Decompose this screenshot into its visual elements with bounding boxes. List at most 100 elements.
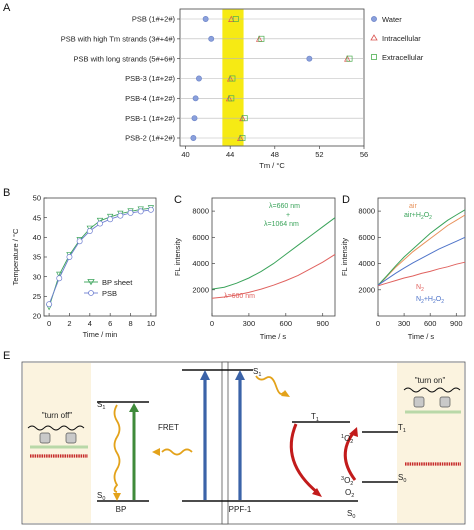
bp-emission-arrowhead bbox=[113, 493, 121, 501]
legend-n2-h2o2: N2+H2O2 bbox=[416, 296, 444, 305]
panel-b-x-tick-label: 0 bbox=[47, 319, 51, 328]
legend-intracellular-label: Intracellular bbox=[382, 34, 421, 43]
panel-d-y-tick-label: 6000 bbox=[358, 233, 375, 242]
oxygen-s0-label: S0 bbox=[398, 473, 406, 484]
panel-b-series-point bbox=[117, 212, 124, 219]
panel-a-point-water bbox=[191, 115, 198, 122]
panel-c-x-tick-label: 300 bbox=[243, 319, 256, 328]
right-particle-2 bbox=[439, 396, 451, 408]
panel-b-series-point bbox=[46, 301, 53, 308]
panel-b-legend: BP sheet PSB bbox=[84, 278, 133, 298]
bp-s1-label: S1 bbox=[97, 400, 105, 411]
singlet-oxygen-label: 1O2 bbox=[341, 434, 353, 445]
panel-b-y-tick-label: 30 bbox=[33, 272, 41, 281]
panel-d-x-tick-label: 600 bbox=[424, 319, 437, 328]
panel-c-y-tick-label: 6000 bbox=[192, 233, 209, 242]
bp-excitation-arrowhead bbox=[129, 403, 139, 412]
panel-a-x-tick-label: 40 bbox=[181, 150, 189, 159]
panel-a-legend: Water Intracellular Extracellular bbox=[370, 15, 424, 62]
panel-a-category-label: PSB with long strands (5#+6#) bbox=[73, 54, 175, 63]
panel-a-point-water bbox=[192, 95, 199, 102]
panel-c-chart: 0 300 600 900 2000 4000 6000 8000 Time / s FL i… bbox=[173, 197, 336, 341]
panel-a-highlight-band bbox=[222, 9, 244, 146]
annotation-green-line1: λ=660 nm bbox=[269, 203, 300, 210]
legend-intracellular-marker bbox=[370, 34, 378, 41]
oxygen-conversion-arrow bbox=[343, 431, 357, 481]
panel-label-d: D bbox=[342, 194, 350, 206]
left-cell-box bbox=[23, 363, 91, 523]
annotation-green-line2: λ=1064 nm bbox=[264, 221, 299, 228]
legend-psb-label: PSB bbox=[102, 289, 117, 298]
panel-a-chart: PSB (1#+2#) PSB with high Tm strands (3#+… bbox=[61, 8, 424, 170]
oxygen-label: O2 bbox=[345, 488, 354, 499]
panel-a-point-intracellular bbox=[228, 15, 235, 22]
panel-b-series-point bbox=[96, 217, 104, 225]
panel-a-category-label: PSB-3 (1#+2#) bbox=[125, 74, 175, 83]
ppf-s1-label: S1 bbox=[253, 367, 261, 378]
panel-a-point-water bbox=[306, 55, 313, 62]
panel-b-x-tick-label: 8 bbox=[128, 319, 132, 328]
legend-extracellular-marker bbox=[371, 54, 377, 60]
panel-a-point-extracellular bbox=[229, 75, 236, 82]
panel-b-y-tick-label: 35 bbox=[33, 253, 41, 262]
left-particle-2 bbox=[65, 432, 77, 444]
panel-b-x-tick-label: 10 bbox=[147, 319, 155, 328]
panel-a-point-extracellular bbox=[239, 135, 246, 141]
ppf-label: PPF-1 bbox=[229, 505, 252, 514]
left-dna-strand bbox=[27, 425, 85, 431]
right-particle-1 bbox=[413, 396, 425, 408]
panel-c-series-line bbox=[211, 253, 336, 299]
panel-c-y-axis-label: FL intensity bbox=[173, 238, 182, 276]
panel-b-series-point bbox=[66, 254, 73, 260]
panel-b-plot-frame bbox=[43, 197, 157, 317]
legend-n2: N2 bbox=[416, 284, 424, 293]
panel-a-point-extracellular bbox=[258, 35, 265, 42]
isc-wave bbox=[255, 375, 285, 395]
panel-d-y-axis-label: FL intensity bbox=[340, 238, 349, 276]
panel-a-point-water bbox=[202, 16, 209, 22]
panel-b-y-tick-label: 25 bbox=[33, 292, 41, 301]
panel-a-point-extracellular bbox=[346, 55, 353, 62]
panel-b-y-tick-label: 40 bbox=[33, 233, 41, 242]
t1-decay-arrowhead bbox=[312, 488, 322, 497]
panel-a-category-label: PSB with high Tm strands (3#+4#) bbox=[61, 34, 176, 43]
oxygen-t1-label: T1 bbox=[398, 423, 406, 434]
panel-b-series-point bbox=[147, 206, 154, 213]
ppf-s0-label: S0 bbox=[347, 509, 355, 520]
panel-a-x-tick-label: 52 bbox=[315, 150, 323, 159]
panel-c-x-axis-label: Time / s bbox=[260, 332, 287, 341]
legend-bp-label: BP sheet bbox=[102, 278, 133, 287]
legend-psb-marker bbox=[88, 290, 94, 296]
bp-emission-wave bbox=[113, 404, 121, 493]
panel-d-x-tick-label: 0 bbox=[376, 319, 380, 328]
panel-label-a: A bbox=[3, 2, 11, 14]
panel-a-point-water bbox=[196, 75, 202, 82]
right-cell-box bbox=[397, 363, 464, 523]
panel-d-series-line bbox=[377, 236, 466, 286]
panel-b-series-point bbox=[137, 208, 144, 215]
panel-b-chart: 0 2 4 6 8 10 20 25 30 35 40 45 50 Time / min Tempera… bbox=[11, 194, 157, 339]
panel-b-series-point bbox=[56, 275, 63, 282]
legend-water-marker bbox=[371, 16, 377, 22]
panel-a-point-extracellular bbox=[232, 16, 239, 22]
panel-a-x-tick-label: 56 bbox=[360, 150, 368, 159]
legend-air-h2o2: air+H2O2 bbox=[404, 212, 432, 221]
panel-a-category-label: PSB (1#+2#) bbox=[132, 15, 176, 24]
triplet-oxygen-label: 3O2 bbox=[341, 476, 353, 487]
panel-d-series-line bbox=[377, 214, 466, 287]
annotation-red: λ=660 nm bbox=[224, 293, 255, 300]
panel-c-x-tick-label: 600 bbox=[280, 319, 293, 328]
ppf-excitation-arrowhead-2 bbox=[235, 370, 245, 380]
fret-label: FRET bbox=[158, 423, 179, 432]
legend-air: air bbox=[409, 203, 417, 210]
panel-b-series-point bbox=[97, 220, 103, 227]
oxygen-conversion-arrowhead bbox=[349, 427, 358, 437]
panel-b-x-tick-label: 6 bbox=[108, 319, 112, 328]
panel-b-y-tick-label: 45 bbox=[33, 213, 41, 222]
panel-d-chart: 0 300 600 900 2000 4000 6000 8000 Time / s FL i… bbox=[340, 197, 466, 341]
panel-label-c: C bbox=[174, 194, 182, 206]
panel-a-x-tick-label: 48 bbox=[271, 150, 279, 159]
legend-water-label: Water bbox=[382, 15, 402, 24]
panel-d-plot-frame bbox=[377, 197, 466, 317]
